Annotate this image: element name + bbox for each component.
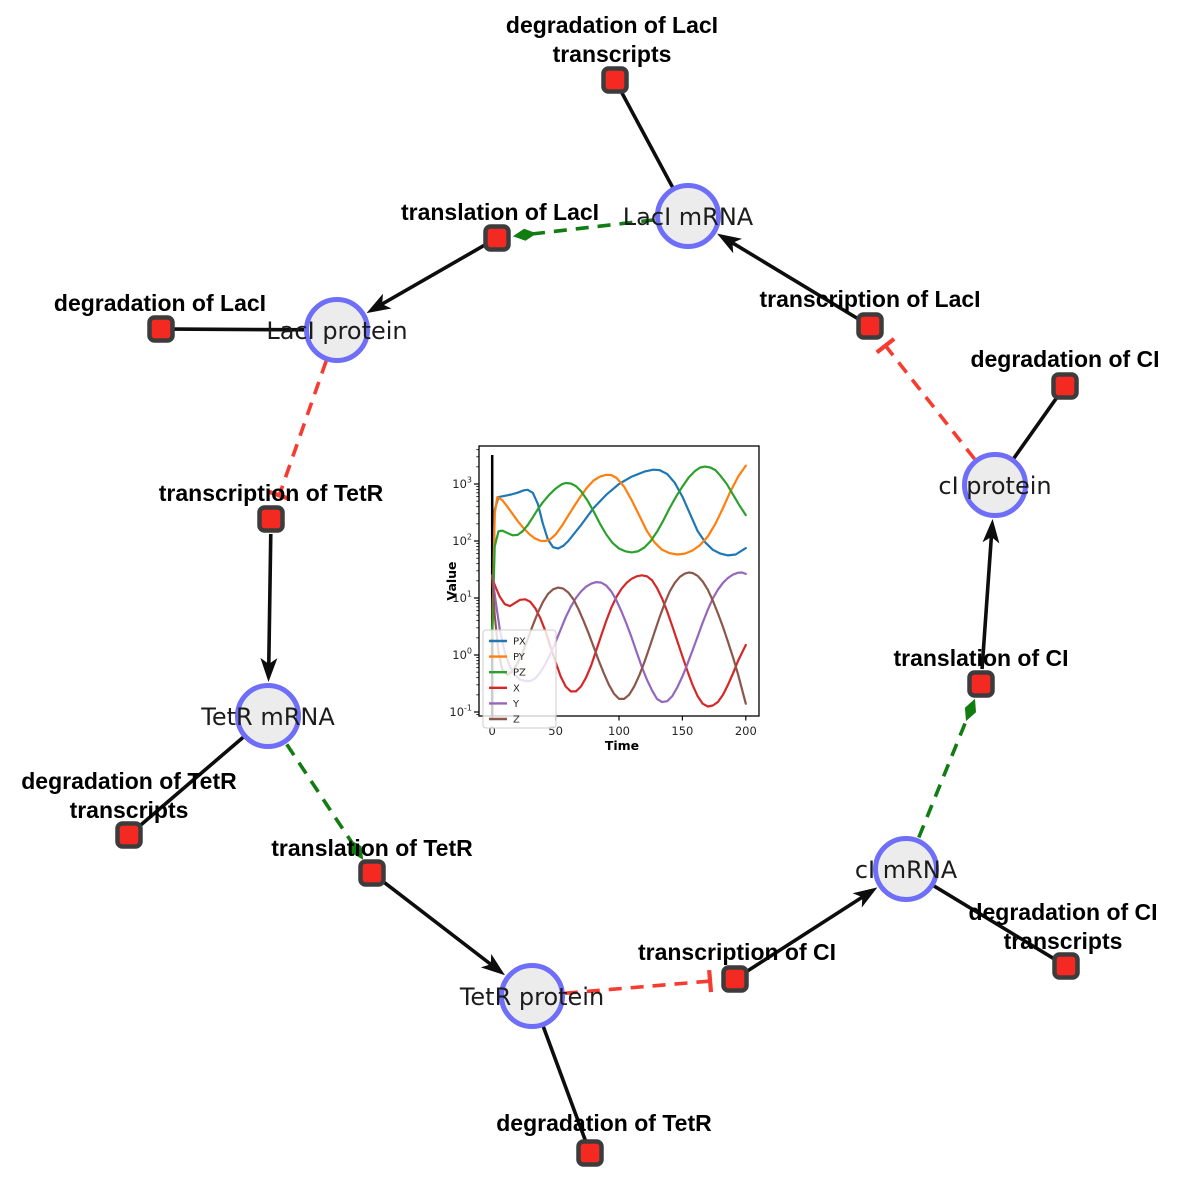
catalysis-arrowhead-icon — [964, 698, 976, 722]
species-label-laci-mrna: LacI mRNA — [623, 203, 754, 231]
series-line-PY — [491, 464, 747, 639]
chart-legend: PX PY PZ XYZ — [482, 629, 557, 729]
chart-x-axis-label: Time — [605, 738, 639, 753]
arrowhead-icon — [717, 233, 742, 254]
x-tick-label: 100 — [608, 724, 630, 738]
reaction-node-degradation-of-tetr — [576, 1139, 604, 1167]
catalysis-arrowhead-icon — [349, 839, 364, 860]
y-tick-label: 102 — [452, 533, 472, 549]
edge-inhibition-transcription-of-ci — [564, 979, 711, 996]
reaction-label-degradation-of-laci: degradation of LacI — [54, 290, 266, 316]
edge-catalysis-translation-of-tetr — [285, 743, 354, 844]
inhibitor-tbar-icon — [875, 337, 896, 355]
reaction-label-degradation-of-ci: degradation of CI — [970, 346, 1159, 372]
legend-entry-PZ: PZ — [513, 668, 526, 679]
species-node-ci-mrna — [873, 836, 939, 902]
legend-entry-Y: Y — [512, 699, 520, 710]
reaction-label-translation-of-ci: translation of CI — [893, 645, 1068, 671]
series-line-X — [491, 574, 747, 708]
reaction-label-degradation-of-ci-transcripts-line1: degradation of CI — [968, 899, 1157, 925]
arrowhead-icon — [852, 887, 878, 908]
edge-production-transcription-of-laci — [728, 239, 859, 320]
edge-production-transcription-of-ci — [746, 893, 867, 973]
inhibitor-tbar-icon — [707, 969, 714, 993]
inhibitor-tbar-icon — [268, 489, 291, 502]
inset-chart: 0 50 100 150 20010-1100101102103TimeValuePXP… — [444, 445, 760, 753]
edge-production-translation-of-tetr — [382, 880, 496, 969]
reaction-label-transcription-of-tetr: transcription of TetR — [159, 480, 384, 506]
y-tick-label: 101 — [452, 590, 472, 606]
species-node-laci-mrna — [655, 183, 721, 249]
reaction-node-degradation-of-tetr-transcripts — [115, 821, 143, 849]
x-tick-label: 200 — [735, 724, 757, 738]
nodes-layer — [115, 66, 1080, 1167]
labels-layer: LacI mRNA LacI protein TetR mRNA TetR prote… — [21, 12, 1159, 1136]
arrowhead-icon — [366, 293, 392, 314]
reaction-label-degradation-of-laci-transcripts-line2: transcripts — [553, 41, 672, 67]
reaction-node-translation-of-ci — [967, 670, 995, 698]
legend-entry-Z: Z — [513, 715, 520, 726]
species-label-ci-protein: cI protein — [938, 472, 1051, 500]
edge-consumption-degradation-of-tetr-transcripts — [136, 733, 248, 829]
x-tick-label: 150 — [671, 724, 693, 738]
species-node-ci-protein — [962, 452, 1028, 518]
species-node-tetr-protein — [499, 963, 565, 1029]
reaction-label-degradation-of-tetr-transcripts-line1: degradation of TetR — [21, 768, 237, 794]
series-line-PX — [491, 468, 747, 639]
reaction-node-degradation-of-ci-transcripts — [1052, 952, 1080, 980]
reaction-node-degradation-of-laci — [147, 315, 175, 343]
reaction-label-translation-of-laci: translation of LacI — [401, 199, 599, 225]
catalysis-arrowhead-icon — [512, 228, 537, 241]
reaction-node-transcription-of-tetr — [257, 505, 285, 533]
species-label-tetr-protein: TetR protein — [459, 983, 604, 1011]
species-label-tetr-mrna: TetR mRNA — [200, 703, 335, 731]
y-tick-label: 10-1 — [449, 704, 472, 720]
series-line-PZ — [491, 465, 747, 639]
edge-inhibition-transcription-of-laci — [884, 344, 977, 461]
arrowhead-icon — [982, 518, 1000, 544]
edge-consumption-degradation-of-laci — [172, 327, 309, 332]
edge-consumption-degradation-of-ci — [1010, 394, 1060, 463]
reaction-node-transcription-of-laci — [856, 312, 884, 340]
y-tick-label: 100 — [452, 647, 472, 663]
edge-production-translation-of-ci — [980, 532, 994, 670]
edge-inhibition-transcription-of-tetr — [277, 360, 328, 496]
reaction-node-degradation-of-ci — [1051, 372, 1079, 400]
edge-consumption-degradation-of-ci-transcripts — [929, 882, 1057, 962]
reaction-label-degradation-of-laci-transcripts-line1: degradation of LacI — [506, 12, 718, 38]
edge-production-transcription-of-tetr — [266, 533, 273, 669]
edge-production-translation-of-laci — [377, 243, 485, 308]
reaction-label-degradation-of-tetr-transcripts-line2: transcripts — [70, 797, 189, 823]
species-node-tetr-mrna — [235, 683, 301, 749]
reaction-label-degradation-of-tetr: degradation of TetR — [496, 1110, 712, 1136]
reaction-label-degradation-of-ci-transcripts-line2: transcripts — [1004, 928, 1123, 954]
edge-consumption-degradation-of-tetr — [540, 1022, 588, 1143]
legend-entry-PX: PX — [513, 637, 526, 648]
species-label-ci-mrna: cI mRNA — [855, 856, 958, 884]
legend-entry-PY: PY — [513, 652, 526, 663]
reaction-label-transcription-of-ci: transcription of CI — [638, 939, 836, 965]
species-label-laci-protein: LacI protein — [266, 317, 407, 345]
x-tick-label: 0 — [489, 724, 496, 738]
species-node-laci-protein — [304, 297, 370, 363]
reaction-node-translation-of-tetr — [358, 859, 386, 887]
reaction-node-degradation-of-laci-transcripts — [601, 66, 629, 94]
edge-catalysis-translation-of-ci — [917, 716, 970, 839]
reaction-label-translation-of-tetr: translation of TetR — [271, 835, 473, 861]
y-tick-label: 103 — [452, 476, 472, 492]
edges-layer — [136, 89, 1060, 1143]
reaction-node-translation-of-laci — [483, 224, 511, 252]
arrowhead-icon — [480, 953, 505, 976]
edge-consumption-degradation-of-laci-transcripts — [619, 89, 676, 192]
reaction-label-transcription-of-laci: transcription of LacI — [759, 286, 980, 312]
legend-entry-X: X — [513, 683, 520, 694]
reaction-node-transcription-of-ci — [721, 965, 749, 993]
arrowhead-icon — [260, 657, 278, 682]
chart-y-axis-label: Value — [444, 561, 459, 600]
